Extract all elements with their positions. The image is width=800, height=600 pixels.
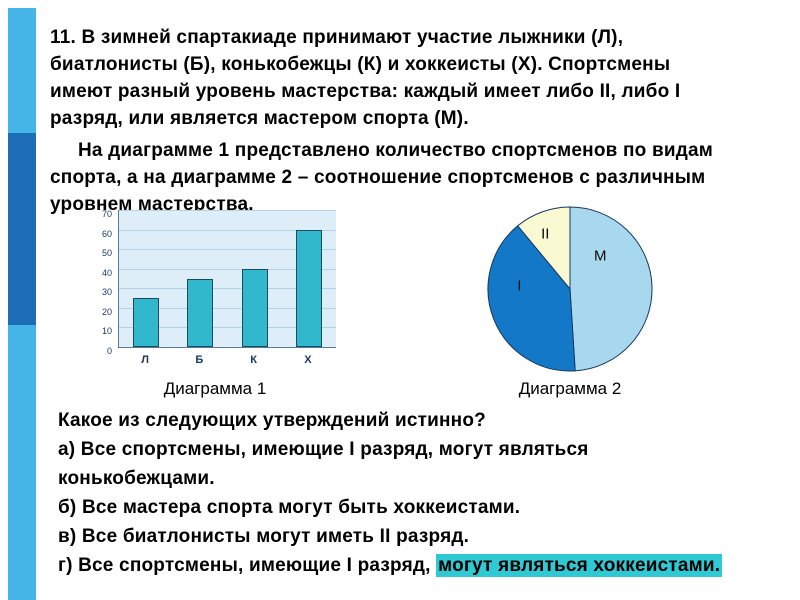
x-tick-label: К [250,354,257,366]
statement-line: 11. В зимней спартакиаде принимают участ… [50,24,713,51]
gridline [119,210,336,211]
answer-a-line2: конькобежцами. [58,468,215,489]
pie-chart-wrap: М I II [483,202,657,376]
answer-v: в) Все биатлонисты могут иметь II разряд… [58,526,470,547]
gridline [119,307,336,309]
problem-statement: 11. В зимней спартакиаде принимают участ… [50,24,713,218]
statement-line: биатлонисты (Б), конькобежцы (К) и хокке… [50,54,671,75]
y-tick-label: 70 [101,209,112,219]
pie-label-М: М [594,248,607,265]
bar-chart-plot [118,210,336,348]
answer-g-highlight: могут являться хоккеистами. [436,554,723,577]
statement-text: В зимней спартакиаде принимают участие л… [81,27,624,48]
statement-line: уровнем мастерства. [50,194,254,215]
problem-number: 11. [50,27,76,48]
bar-Х [295,229,322,347]
problem-paragraph-1: 11. В зимней спартакиаде принимают участ… [50,24,713,132]
gridline [119,268,336,270]
y-tick-label: 50 [101,248,112,259]
gridline [119,288,336,290]
caption-diagram-2: Диаграмма 2 [518,379,622,398]
bar-Б [187,278,214,347]
statement-line: имеют разный уровень мастерства: каждый … [50,81,681,102]
x-tick-label: Х [304,354,312,366]
pie-slice-I [487,225,576,372]
pie-slice-II [517,206,571,291]
answer-b: б) Все мастера спорта могут быть хоккеис… [58,497,521,518]
pie-label-I: I [517,278,521,295]
bar-К [241,268,268,347]
question-block: Какое из следующих утверждений истинно? … [58,406,723,580]
y-tick-label: 10 [101,326,112,337]
answer-g-text: г) Все спортсмены, имеющие I разряд, [58,555,437,576]
pie-label-II: II [541,226,549,243]
x-tick-label: Б [195,354,204,366]
y-tick-label: 0 [106,346,112,356]
y-tick-label: 30 [101,287,112,298]
y-tick-label: 40 [101,267,112,278]
caption-diagram-1: Диаграмма 1 [163,379,267,398]
problem-paragraph-2: На диаграмме 1 представлено количество с… [50,137,713,218]
statement-line: спорта, а на диаграмме 2 – соотношение с… [50,167,706,188]
statement-line: На диаграмме 1 представлено количество с… [78,140,714,161]
answer-a-line1: а) Все спортсмены, имеющие I разряд, мог… [58,439,589,460]
gridline [119,229,336,231]
bar-chart: 0 10 20 30 40 50 60 70 Л Б К Х [92,206,338,370]
gridline [119,249,336,251]
statement-line: разряд, или является мастером спорта (М)… [50,108,469,129]
answer-g: г) Все спортсмены, имеющие I разряд, мог… [58,551,723,580]
bar-Л [133,298,160,347]
x-tick-label: Л [141,354,149,366]
bar-chart-yaxis: 0 10 20 30 40 50 60 70 [92,209,116,356]
y-tick-label: 60 [101,228,112,239]
question-title: Какое из следующих утверждений истинно? [58,410,486,431]
gridline [119,327,336,329]
y-tick-label: 20 [101,306,112,317]
pie-slice-М [569,206,653,372]
left-stripe-dark [8,133,36,325]
